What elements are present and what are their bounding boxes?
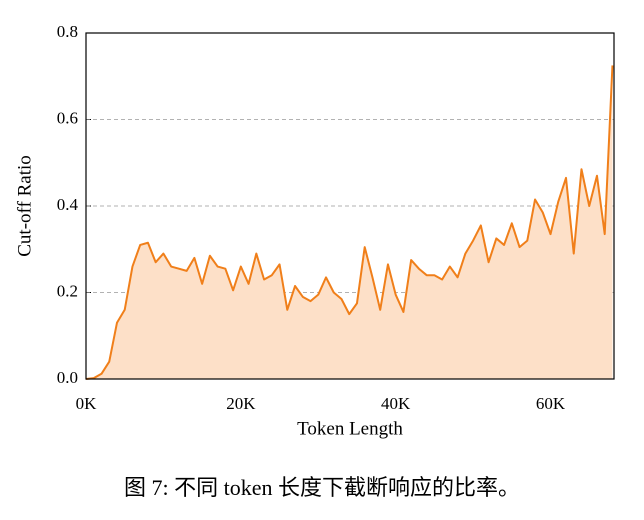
x-tick-label: 60K	[536, 394, 566, 413]
y-tick-label: 0.6	[57, 108, 78, 127]
y-tick-label: 0.2	[57, 281, 78, 300]
y-tick-label: 0.0	[57, 368, 78, 387]
y-tick-label: 0.4	[57, 195, 79, 214]
x-tick-label: 0K	[76, 394, 98, 413]
plot-frame	[85, 32, 615, 380]
x-tick-label: 20K	[226, 394, 256, 413]
x-axis-label: Token Length	[297, 418, 403, 439]
area	[86, 65, 613, 379]
line	[85, 65, 614, 380]
x-tick-label: 40K	[381, 394, 411, 413]
y-tick-label: 0.8	[57, 22, 78, 41]
y-axis-label: Cut-off Ratio	[14, 155, 35, 257]
caption: 图 7: 不同 token 长度下截断响应的比率。	[124, 475, 520, 500]
